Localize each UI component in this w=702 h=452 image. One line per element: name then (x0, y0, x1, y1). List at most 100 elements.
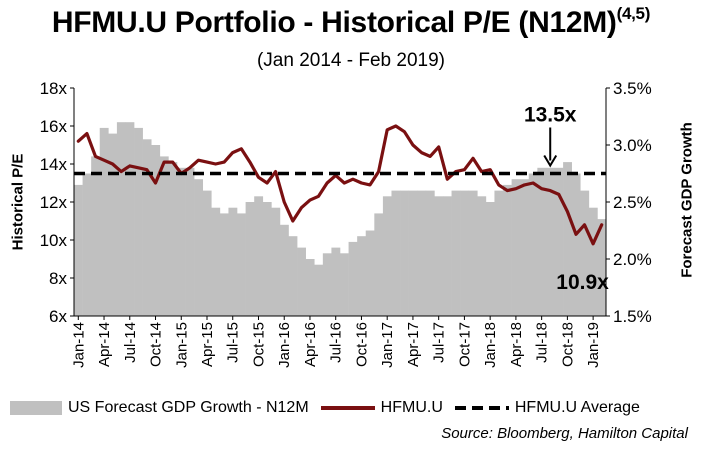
y-left-tick-label: 16x (40, 117, 68, 136)
legend-label-gdp: US Forecast GDP Growth - N12M (68, 399, 309, 416)
gdp-bar-2019-02 (597, 219, 607, 316)
annotation-arrow-head (543, 154, 558, 168)
gdp-bar-2014-01 (74, 184, 83, 316)
gdp-bar-2018-11 (571, 173, 581, 316)
gdp-bar-2017-04 (408, 190, 418, 316)
gdp-bar-2018-03 (503, 184, 512, 316)
y-right-tick-label: 3.0% (613, 136, 652, 155)
pe-line-layer (76, 124, 604, 246)
gdp-bar-2017-10 (460, 190, 470, 316)
x-tick-label: Oct-18 (559, 322, 576, 367)
gdp-bar-2016-10 (357, 236, 367, 316)
legend-item-average: HFMU.U Average (454, 399, 640, 417)
chart-title-footnote: (4,5) (616, 4, 651, 23)
gdp-bar-2014-10 (151, 145, 161, 316)
gdp-bar-2015-10 (254, 196, 264, 316)
gdp-bar-2014-11 (159, 156, 169, 316)
y-right-tick-label: 2.5% (613, 193, 652, 212)
x-tick-label: Jul-15 (225, 322, 242, 363)
gdp-bar-2015-07 (228, 207, 238, 316)
gdp-bar-2016-04 (305, 259, 315, 316)
gdp-bar-2014-04 (99, 127, 109, 317)
gdp-bar-2018-09 (554, 167, 564, 316)
x-tick-label: Jul-16 (328, 322, 345, 363)
gdp-bar-2014-03 (91, 156, 101, 316)
gdp-bar-2015-09 (245, 202, 255, 316)
gdp-bar-2016-01 (279, 224, 289, 316)
gdp-bar-2018-08 (545, 167, 555, 316)
gdp-bar-2016-09 (348, 241, 358, 316)
gdp-bar-2014-06 (116, 122, 126, 316)
x-tick-label: Jan-17 (379, 322, 396, 368)
gdp-bar-2018-06 (528, 173, 538, 316)
y-right-tick-label: 3.5% (613, 79, 652, 98)
legend-swatch-gdp (10, 401, 62, 415)
gdp-bar-2014-08 (134, 127, 143, 317)
legend-label-hfmu: HFMU.U (380, 399, 443, 416)
gdp-bar-2017-12 (477, 196, 487, 316)
gdp-bar-2017-02 (391, 190, 401, 316)
x-tick-label: Apr-17 (405, 322, 422, 367)
legend-swatch-average (454, 406, 509, 410)
gdp-bar-2014-12 (168, 162, 178, 316)
gdp-bar-2017-11 (468, 190, 478, 316)
gdp-bar-2018-10 (563, 162, 572, 316)
x-tick-label: Apr-18 (508, 322, 525, 367)
gdp-bar-2018-04 (511, 179, 521, 316)
gdp-bar-2014-09 (142, 139, 152, 316)
gdp-area-layer (74, 122, 607, 317)
legend: US Forecast GDP Growth - N12M HFMU.U HFM… (10, 398, 652, 418)
gdp-bar-2015-06 (219, 213, 229, 316)
axis-layer (70, 87, 610, 320)
y-left-tick-label: 12x (40, 193, 68, 212)
gdp-bar-2015-04 (202, 190, 212, 316)
legend-item-hfmu: HFMU.U (320, 399, 443, 417)
gdp-bar-2016-03 (297, 247, 306, 316)
y-left-tick-label: 6x (49, 307, 67, 326)
gdp-bar-2015-01 (176, 167, 186, 316)
gdp-bar-2018-02 (494, 190, 504, 316)
source-note: Source: Bloomberg, Hamilton Capital (441, 425, 688, 442)
x-tick-label: Oct-16 (354, 322, 371, 367)
x-tick-label: Jan-15 (173, 322, 190, 368)
x-tick-label: Apr-14 (96, 322, 113, 367)
legend-swatch-hfmu (320, 406, 375, 410)
annotation-current-value: 10.9x (556, 271, 609, 294)
annotation-average-value: 13.5x (524, 104, 577, 127)
gdp-bar-2018-07 (537, 167, 547, 316)
gdp-bar-2016-07 (331, 247, 341, 316)
x-tick-label: Jan-18 (482, 322, 499, 368)
gdp-bar-2016-06 (322, 253, 332, 316)
legend-item-gdp: US Forecast GDP Growth - N12M (10, 399, 309, 417)
legend-label-average: HFMU.U Average (514, 399, 640, 416)
x-tick-label: Jul-18 (534, 322, 551, 363)
x-tick-label: Apr-16 (302, 322, 319, 367)
pe-gdp-chart: 6x 8x 10x 12x 14x 16x 18x 1.5% 2.0% 2.5% 3.0% 3.5% J… (40, 79, 652, 368)
x-tick-label: Jan-16 (276, 322, 293, 368)
x-tick-label: Oct-17 (456, 322, 473, 367)
y-axis-right-label: Forecast GDP Growth (678, 122, 696, 278)
gdp-bar-2018-01 (485, 202, 495, 316)
gdp-bar-2015-12 (271, 207, 281, 316)
tick-label-layer: 6x 8x 10x 12x 14x 16x 18x 1.5% 2.0% 2.5% 3.0% 3.5% J… (40, 79, 652, 368)
y-right-tick-label: 2.0% (613, 250, 652, 269)
gdp-bar-2017-09 (451, 190, 461, 316)
gdp-bar-2015-08 (237, 213, 246, 316)
gdp-bar-2015-11 (262, 202, 272, 316)
chart-subtitle: (Jan 2014 - Feb 2019) (256, 50, 445, 71)
y-axis-left-label: Historical P/E (9, 153, 27, 251)
gdp-bar-2014-07 (125, 122, 135, 316)
x-tick-label: Oct-15 (251, 322, 268, 367)
gdp-bar-2016-12 (374, 213, 384, 316)
gdp-bar-2016-08 (340, 253, 349, 316)
chart-title-text: HFMU.U Portfolio - Historical P/E (N12M) (51, 6, 617, 39)
gdp-bar-2014-02 (82, 173, 92, 316)
y-left-tick-label: 10x (40, 231, 68, 250)
gdp-bar-2018-12 (580, 190, 590, 316)
gdp-bar-2018-05 (520, 179, 530, 316)
gdp-bar-2017-06 (425, 190, 435, 316)
y-left-tick-label: 8x (49, 269, 67, 288)
gdp-bar-2017-01 (382, 196, 392, 316)
x-tick-label: Apr-15 (199, 322, 216, 367)
annotation-layer: 13.5x 10.9x (524, 104, 609, 294)
